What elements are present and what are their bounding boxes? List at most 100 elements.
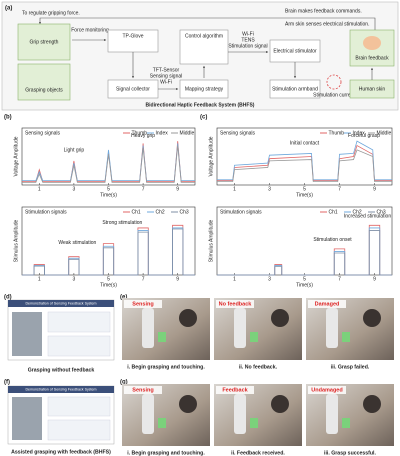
photo	[122, 298, 210, 360]
box-label: Grip strength	[30, 39, 59, 45]
x-tick-label: 5	[303, 186, 306, 192]
annotation: Strong stimulation	[102, 220, 142, 226]
box-label: Electrical stimulator	[273, 48, 317, 54]
x-tick-label: 9	[373, 186, 376, 192]
panel-label: (a)	[5, 6, 12, 12]
x-tick-label: 7	[142, 186, 145, 192]
person-head	[363, 395, 381, 413]
tag-bg	[124, 300, 162, 308]
photo	[306, 384, 394, 446]
person-head	[363, 309, 381, 327]
box	[269, 79, 321, 99]
panel-label: (g)	[120, 380, 128, 386]
x-tick-label: 7	[142, 276, 145, 282]
y-axis-label: Stimulus Amplitude	[13, 220, 19, 263]
tag-bg	[308, 300, 346, 308]
tag: Feedback	[222, 387, 248, 393]
signal-line	[217, 230, 392, 276]
note: To regulate gripping force.	[22, 10, 80, 16]
x-tick-label: 9	[373, 276, 376, 282]
tag-bg	[308, 386, 346, 394]
legend-label: Ch3	[180, 209, 189, 215]
box	[179, 79, 229, 99]
photo	[122, 384, 210, 446]
annotation: Initial contact	[290, 141, 320, 147]
plot-title: Stimulation signals	[220, 209, 262, 215]
arrow-label: Force monitoring	[71, 27, 109, 33]
caption: Assisted grasping with feedback (BHFS)	[11, 449, 111, 455]
legend-label: Index	[156, 130, 169, 136]
caption: i. Begin grasping and touching.	[127, 450, 205, 456]
signal-line	[217, 149, 392, 182]
caption: Grasping without feedback	[28, 367, 95, 373]
x-tick-label: 1	[233, 276, 236, 282]
screen-header	[8, 386, 114, 393]
box-label: Control algorithm	[185, 33, 223, 39]
x-axis-label: Time(s)	[296, 282, 313, 288]
screen-title: Demonstration of Sensing Feedback System	[25, 301, 96, 305]
robot-arm	[326, 308, 338, 348]
legend-label: Thumb	[132, 130, 148, 136]
tag: Damaged	[315, 301, 340, 307]
caption: i. Begin grasping and touching.	[127, 364, 205, 370]
x-axis-label: Time(s)	[100, 192, 117, 198]
plot-title: Sensing signals	[25, 130, 61, 136]
x-tick-label: 3	[73, 276, 76, 282]
x-tick-label: 1	[38, 276, 41, 282]
annotation: Forceful grasp	[348, 133, 380, 139]
brain-icon	[363, 36, 381, 50]
tag: No feedback	[219, 301, 253, 307]
legend-label: Index	[353, 130, 366, 136]
signal-line	[217, 140, 392, 181]
robot-arm	[234, 394, 246, 434]
legend-label: Thumb	[329, 130, 345, 136]
arrow-label: Sensing signal	[150, 73, 183, 79]
annotation: Light grip	[64, 147, 85, 153]
signal-line	[217, 224, 392, 276]
caption: ii. Feedback received.	[231, 450, 285, 456]
panel-label: (e)	[120, 295, 127, 301]
plot-thumb	[47, 311, 111, 333]
note: Brain makes feedback commands.	[285, 8, 362, 14]
box-label: Signal collector	[116, 86, 150, 92]
arrow-label: Wi-Fi	[242, 31, 254, 37]
x-tick-label: 3	[268, 276, 271, 282]
legend-label: Ch2	[156, 209, 165, 215]
video-frame	[12, 397, 42, 440]
x-tick-label: 9	[176, 186, 179, 192]
person-head	[271, 309, 289, 327]
plot-frame	[21, 206, 196, 276]
object	[250, 332, 258, 342]
box-label: Stimulation armband	[272, 86, 318, 92]
legend-label: Ch1	[329, 209, 338, 215]
arrow-label: Wi-Fi	[160, 79, 172, 85]
legend-label: Middle	[377, 130, 392, 136]
video-frame	[12, 312, 42, 356]
screen-header	[8, 300, 114, 307]
y-axis-label: Stimulus Amplitude	[208, 220, 214, 263]
annotation: Weak stimulation	[58, 240, 96, 246]
caption: ii. No feedback.	[239, 364, 278, 370]
arrow-label: Stimulation current	[313, 92, 355, 98]
box-label: Human skin	[359, 86, 386, 92]
x-tick-label: 3	[73, 186, 76, 192]
box	[17, 23, 71, 61]
object	[158, 418, 166, 428]
object	[342, 332, 350, 342]
signal-line	[217, 144, 392, 182]
box-label: TP-Glove	[122, 33, 143, 39]
legend-label: Ch1	[132, 209, 141, 215]
arrow-label: Stimulation signal	[228, 43, 267, 49]
x-tick-label: 5	[303, 276, 306, 282]
photo	[214, 384, 302, 446]
x-axis-label: Time(s)	[296, 192, 313, 198]
plot-thumb	[47, 419, 111, 441]
box	[17, 63, 71, 101]
annotation: Heavy grip	[131, 133, 155, 139]
annotation: Stimulation onset	[313, 237, 352, 243]
tag: Undamaged	[311, 387, 342, 393]
x-tick-label: 7	[338, 276, 341, 282]
signal-line	[22, 145, 195, 183]
